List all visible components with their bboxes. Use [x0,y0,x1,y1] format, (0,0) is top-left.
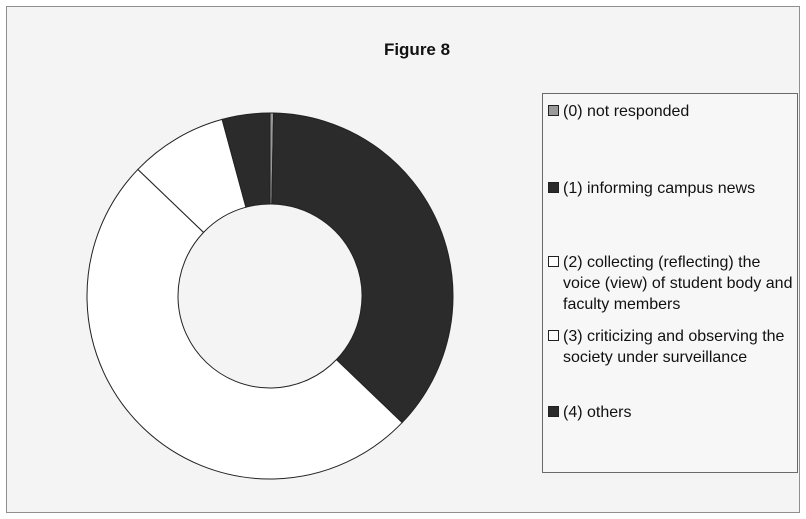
legend-swatch-collecting-voice [548,256,559,267]
legend-swatch-others [548,406,559,417]
legend-item-not-responded: (0) not responded [548,101,798,122]
slice-others [221,112,271,208]
chart-title: Figure 8 [383,40,451,59]
chart-legend: (0) not responded (1) informing campus n… [542,93,798,473]
legend-item-criticizing-society: (3) criticizing and observing the societ… [548,326,798,368]
legend-swatch-criticizing-society [548,330,559,341]
legend-label-not-responded: (0) not responded [563,103,690,120]
legend-item-informing-campus-news: (1) informing campus news [548,178,798,199]
chart-frame: Figure 8 (0) not responded (1) informing… [6,6,800,513]
legend-label-others: (4) others [563,404,632,421]
slice-informing-campus-news [271,112,454,424]
legend-swatch-informing-campus-news [548,182,559,193]
legend-label-collecting-voice: (2) collecting (reflecting) the voice (v… [563,254,793,313]
legend-item-others: (4) others [548,402,798,423]
legend-item-collecting-voice: (2) collecting (reflecting) the voice (v… [548,252,798,315]
legend-label-informing-campus-news: (1) informing campus news [563,180,756,197]
slice-collecting-voice [86,168,403,480]
legend-swatch-not-responded [548,105,559,116]
legend-label-criticizing-society: (3) criticizing and observing the societ… [563,328,785,366]
donut-chart [86,112,454,480]
donut-slices [86,112,454,480]
